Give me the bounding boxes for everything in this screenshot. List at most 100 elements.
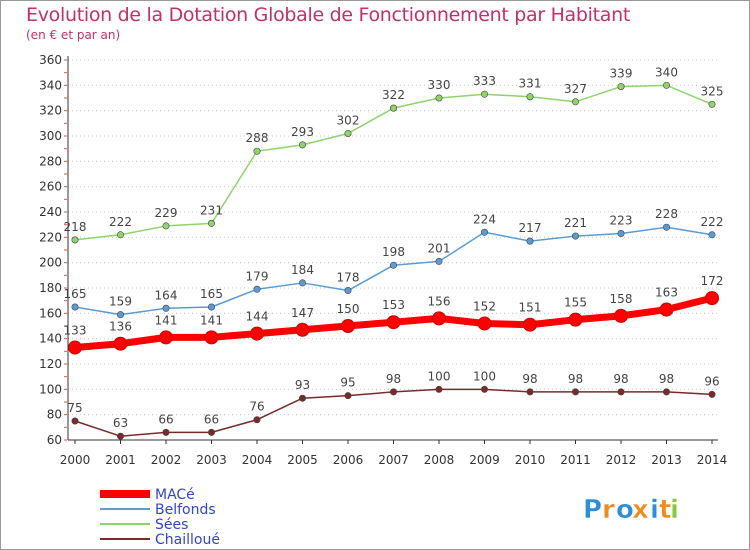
y-tick-label: 60 [47, 433, 62, 447]
y-tick-label: 180 [39, 281, 62, 295]
series-point [662, 223, 670, 231]
series-point [68, 340, 82, 355]
data-label: 327 [564, 82, 587, 96]
data-label: 229 [155, 206, 178, 220]
series-point [250, 326, 264, 341]
series-point [344, 392, 352, 400]
series-point [117, 231, 125, 239]
data-label: 184 [291, 263, 314, 277]
series-point [526, 237, 534, 245]
series-point [298, 279, 306, 287]
data-label: 340 [655, 65, 678, 79]
data-label: 151 [519, 301, 542, 315]
data-label: 144 [246, 310, 269, 324]
series-point [435, 257, 443, 265]
y-tick-label: 220 [39, 230, 62, 244]
data-label: 330 [428, 78, 451, 92]
data-label: 66 [158, 412, 173, 426]
y-tick-label: 80 [47, 408, 62, 422]
series-point [435, 94, 443, 102]
x-tick-label: 2002 [151, 453, 182, 467]
x-tick-label: 2014 [697, 453, 728, 467]
x-tick-label: 2003 [196, 453, 227, 467]
axes: 60 80 100 120 140 160 180 200 220 240 260 280 300 320… [39, 53, 727, 467]
series-point [480, 385, 488, 393]
data-label: 165 [64, 287, 87, 301]
x-tick-label: 2009 [469, 453, 500, 467]
series-point [253, 416, 261, 424]
chart-subtitle: (en € et par an) [26, 28, 121, 42]
y-tick-label: 160 [39, 306, 62, 320]
series-point [571, 98, 579, 106]
logo-letter: t [659, 495, 671, 525]
legend-label: MACé [155, 487, 195, 503]
data-label: 224 [473, 212, 496, 226]
x-tick-label: 2013 [651, 453, 682, 467]
x-tick-label: 2000 [60, 453, 91, 467]
series-point [708, 231, 716, 239]
y-tick-label: 260 [39, 180, 62, 194]
data-label: 198 [382, 245, 405, 259]
data-label: 223 [610, 214, 633, 228]
data-label: 147 [291, 306, 314, 320]
series-point [708, 100, 716, 108]
series-point [117, 432, 125, 440]
data-label: 152 [473, 299, 496, 313]
data-label: 153 [382, 298, 405, 312]
series-point [617, 230, 625, 238]
data-label: 322 [382, 88, 405, 102]
series-point [253, 147, 261, 155]
series-point [571, 388, 579, 396]
series-point [659, 302, 674, 317]
series-point [162, 304, 170, 312]
y-tick-label: 120 [39, 357, 62, 371]
data-label: 158 [610, 292, 633, 306]
data-label: 333 [473, 74, 496, 88]
x-tick-label: 2012 [606, 453, 637, 467]
legend-label: Chailloué [155, 532, 220, 548]
series-point [662, 388, 670, 396]
data-label: 172 [701, 274, 724, 288]
series-point [71, 303, 79, 311]
logo-letter: r [602, 495, 615, 525]
data-label: 98 [613, 372, 628, 386]
data-label: 288 [246, 131, 269, 145]
logo-letter: i [670, 495, 679, 525]
data-label: 63 [113, 416, 128, 430]
data-label: 293 [291, 125, 314, 139]
data-labels: 165 159 164 165 179 184 178 198 201 224 217 221 223 2… [64, 65, 724, 430]
series-point [298, 394, 306, 402]
x-tick-label: 2005 [287, 453, 318, 467]
series-point [162, 222, 170, 230]
data-label: 76 [249, 400, 264, 414]
data-label: 96 [704, 374, 719, 388]
data-label: 98 [386, 372, 401, 386]
x-tick-label: 2004 [242, 453, 273, 467]
series-point [344, 287, 352, 295]
data-label: 98 [522, 372, 537, 386]
data-label: 136 [109, 320, 132, 334]
series-point [298, 141, 306, 149]
series-point [341, 319, 355, 333]
series-point [480, 90, 488, 98]
x-tick-label: 2010 [515, 453, 546, 467]
data-label: 133 [64, 324, 87, 338]
x-tick-label: 2008 [424, 453, 455, 467]
series-point [477, 316, 492, 331]
series-point [204, 330, 219, 345]
data-label: 231 [200, 203, 223, 217]
legend-label: Sées [155, 517, 188, 533]
data-label: 179 [246, 269, 269, 283]
data-label: 222 [109, 215, 132, 229]
chart-title: Evolution de la Dotation Globale de Fonc… [26, 4, 631, 26]
data-label: 155 [564, 296, 587, 310]
series-point [389, 104, 397, 112]
series-point [480, 228, 488, 236]
x-tick-label: 2011 [560, 453, 591, 467]
data-label: 66 [204, 412, 219, 426]
series-point [208, 428, 216, 436]
series-point [162, 428, 170, 436]
data-label: 178 [337, 271, 360, 285]
y-tick-label: 300 [39, 129, 62, 143]
